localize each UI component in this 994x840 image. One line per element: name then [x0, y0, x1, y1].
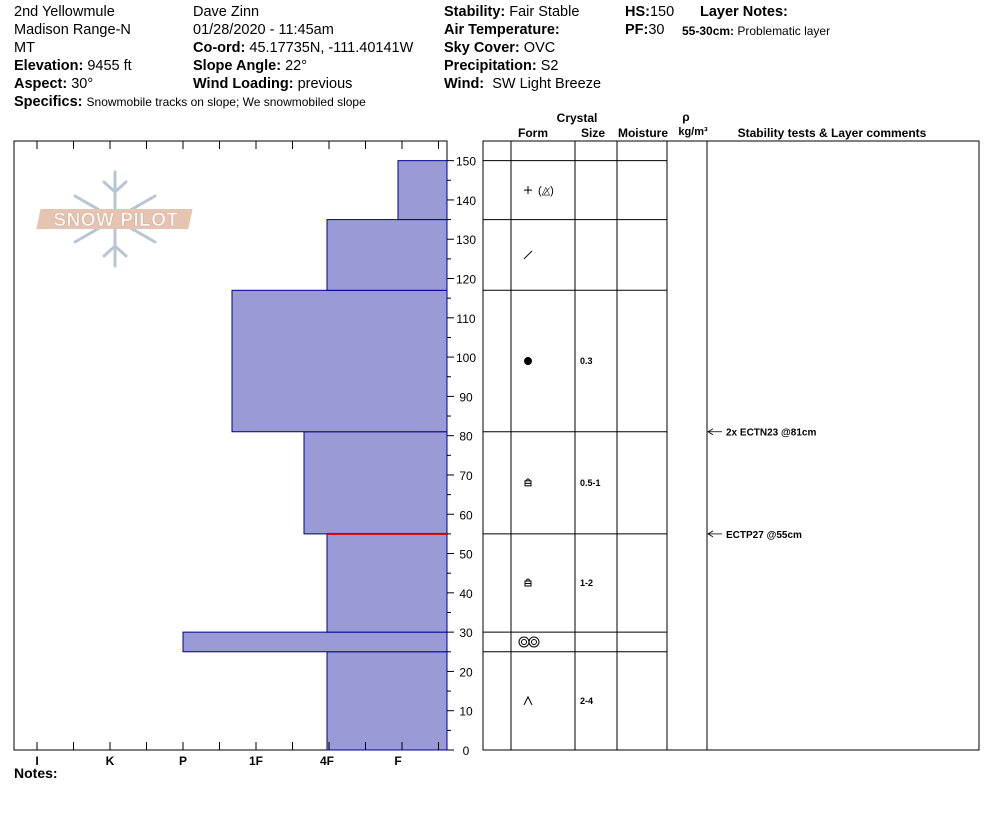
height-tick-label: 90: [459, 390, 473, 404]
height-tick-label: 130: [456, 233, 476, 247]
rho-header: ρ: [682, 110, 689, 124]
hardness-layer-bar: [182, 631, 448, 653]
notes-label: Notes:: [14, 765, 58, 781]
range-name: Madison Range-N: [14, 22, 131, 38]
height-tick-label: 70: [459, 469, 473, 483]
facets-depth-hoar-icon: [523, 695, 533, 706]
arrow-left-icon: [707, 530, 714, 538]
layer-table-frame: [482, 140, 980, 751]
snowpilot-logo: SNOW PILOT: [36, 170, 193, 268]
layer-notes-label: Layer Notes:: [700, 4, 788, 20]
hardness-tick-label: I: [35, 754, 38, 768]
aspect-label: Aspect:: [14, 76, 68, 92]
rounded-icon: [524, 357, 532, 366]
elevation-value: 9455 ft: [87, 58, 132, 74]
logo-wordmark: SNOW PILOT: [53, 210, 178, 231]
stability-tests-header: Stability tests & Layer comments: [738, 126, 927, 140]
sky-label: Sky Cover:: [444, 40, 520, 56]
height-tick-label: 40: [459, 587, 473, 601]
wind-label: Wind:: [444, 76, 485, 92]
size-header: Size: [581, 126, 605, 140]
elevation-label: Elevation:: [14, 58, 84, 74]
aspect-value: 30°: [71, 76, 94, 92]
stability-label: Stability:: [444, 4, 506, 20]
crystal-size-value: 1-2: [580, 578, 593, 588]
wind-loading-label: Wind Loading:: [193, 76, 294, 92]
air-temp-label: Air Temperature:: [444, 22, 560, 38]
crystal-size-value: 0.5-1: [580, 478, 601, 488]
coord-label: Co-ord:: [193, 40, 246, 56]
hs-label: HS:: [625, 4, 650, 20]
layer-note-range: 55-30cm:: [682, 24, 735, 38]
height-tick-label: 50: [459, 548, 473, 562]
height-tick-label: 10: [459, 705, 473, 719]
density-header: kg/m³: [678, 126, 708, 138]
height-tick-label: 100: [456, 351, 476, 365]
hardness-tick-label: K: [106, 754, 115, 768]
state: MT: [14, 40, 35, 56]
hardness-layer-bar: [303, 431, 448, 535]
stability-value: Fair Stable: [509, 4, 580, 20]
datetime: 01/28/2020 - 11:45am: [193, 22, 334, 38]
moisture-header: Moisture: [618, 126, 668, 140]
layer-note-text: Problematic layer: [737, 24, 831, 38]
arrow-left-icon: [707, 428, 714, 436]
height-tick-label: 30: [459, 626, 473, 640]
pf-label: PF:: [625, 22, 649, 38]
coord-value: 45.17735N, -111.40141W: [249, 40, 414, 56]
hardness-layer-bar: [326, 533, 448, 633]
crystal-size-value: 2-4: [580, 696, 593, 706]
hardness-tick-label: P: [179, 754, 187, 768]
stability-test-label: 2x ECTN23 @81cm: [726, 428, 816, 439]
svg-text:(△̷): (△̷): [538, 185, 554, 197]
height-tick-label: 140: [456, 194, 476, 208]
observer: Dave Zinn: [193, 4, 260, 20]
crystal-header: Crystal: [557, 111, 598, 125]
location-name: 2nd Yellowmule: [14, 4, 115, 20]
slope-label: Slope Angle:: [193, 58, 282, 74]
hardness-layer-bar: [326, 651, 448, 751]
hardness-layer-bar: [397, 160, 448, 221]
height-tick-label: 110: [456, 312, 475, 326]
wind-loading-value: previous: [297, 76, 353, 92]
hardness-layer-bar: [326, 219, 448, 291]
height-tick-label: 60: [459, 508, 473, 522]
precip-label: Precipitation:: [444, 58, 537, 74]
specifics-label: Specifics:: [14, 94, 83, 110]
crystal-size-value: 0.3: [580, 356, 593, 366]
hardness-tick-label: 1F: [249, 754, 263, 768]
sky-value: OVC: [523, 40, 556, 56]
stability-test-label: ECTP27 @55cm: [726, 530, 802, 541]
hs-value: 150: [649, 4, 675, 20]
precip-value: S2: [540, 58, 559, 74]
height-tick-label: 150: [456, 155, 476, 169]
height-tick-label: 20: [459, 665, 473, 679]
height-tick-label: 80: [459, 430, 473, 444]
height-tick-label: 0: [463, 744, 470, 758]
precip-particles-icon: (△̷): [524, 185, 554, 197]
decomposing-icon: [523, 250, 533, 260]
hardness-layer-bar: [231, 289, 448, 433]
specifics-value: Snowmobile tracks on slope; We snowmobil…: [86, 95, 366, 109]
hardness-tick-label: F: [394, 754, 401, 768]
pf-value: 30: [648, 22, 665, 38]
height-tick-label: 120: [456, 273, 476, 287]
slope-value: 22°: [285, 58, 308, 74]
wind-value: SW Light Breeze: [492, 76, 602, 92]
faceted-icon: [524, 478, 532, 487]
form-header: Form: [518, 126, 548, 140]
melt-freeze-crust-icon: [518, 636, 540, 648]
faceted-icon: [524, 578, 532, 587]
hardness-tick-label: 4F: [320, 754, 334, 768]
